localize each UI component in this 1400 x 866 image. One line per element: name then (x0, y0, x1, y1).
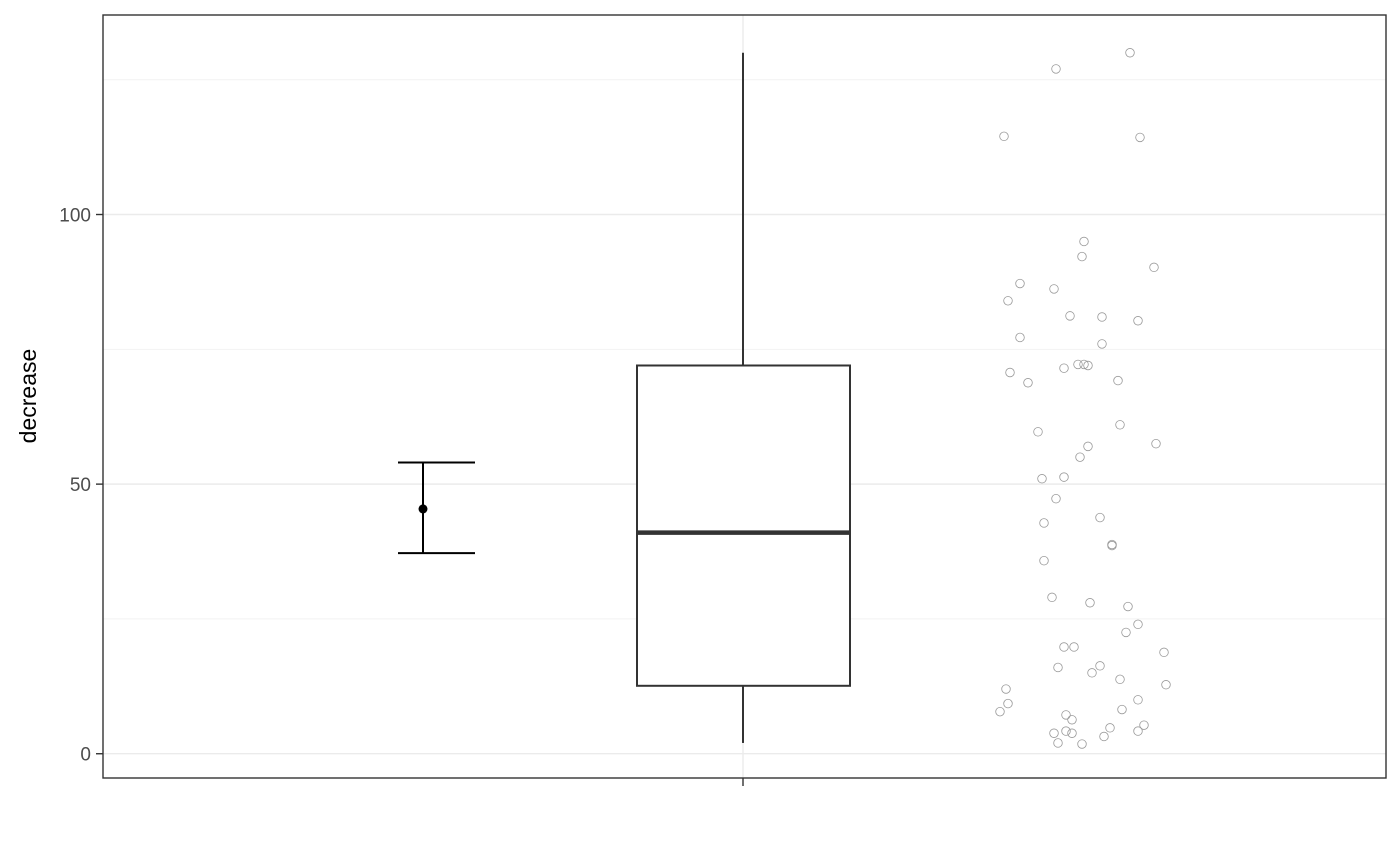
data-point (1095, 512, 1105, 523)
data-point (995, 706, 1005, 717)
jitter-points (995, 48, 1171, 749)
data-point (1099, 731, 1109, 742)
y-axis-title: decrease (15, 349, 41, 444)
data-point (1059, 363, 1069, 373)
data-point (1107, 540, 1117, 551)
data-point (1133, 695, 1143, 705)
data-point (1133, 316, 1143, 326)
data-point (1001, 684, 1011, 694)
data-point (1003, 698, 1013, 709)
data-point (999, 131, 1009, 142)
data-point (1077, 739, 1087, 749)
data-point (1095, 661, 1105, 671)
data-point (1059, 472, 1069, 482)
data-point (1073, 359, 1083, 370)
data-point (1135, 132, 1145, 143)
y-tick-label: 0 (80, 745, 91, 766)
mean-point (418, 504, 428, 514)
y-axis: 0 50 100 (59, 206, 103, 766)
data-point (1037, 474, 1047, 484)
data-point (1115, 420, 1125, 430)
data-point (1047, 592, 1057, 603)
data-point (1079, 236, 1089, 247)
data-point (1059, 642, 1069, 652)
data-point (1139, 720, 1149, 730)
data-point (1125, 48, 1135, 58)
data-point (1039, 555, 1049, 566)
data-point (1133, 619, 1143, 630)
data-point (1085, 598, 1095, 608)
data-point (1087, 668, 1097, 678)
data-point (1061, 710, 1071, 720)
data-point (1051, 493, 1061, 504)
data-point (1115, 674, 1125, 685)
data-point (1113, 375, 1123, 386)
data-point (1159, 647, 1169, 658)
data-point (1083, 441, 1093, 452)
data-point (1005, 367, 1015, 378)
boxplot (636, 52, 851, 743)
data-point (1049, 728, 1059, 738)
data-point (1015, 332, 1025, 343)
data-point (1003, 296, 1013, 306)
data-point (1097, 312, 1107, 322)
data-point (1075, 452, 1085, 462)
data-point (1083, 360, 1093, 371)
data-point (1065, 311, 1075, 321)
data-point (1133, 726, 1143, 736)
data-point (1151, 438, 1161, 449)
plot-frame (102, 14, 1387, 779)
data-point (1097, 339, 1107, 349)
data-point (1067, 728, 1077, 738)
data-point (1039, 518, 1049, 528)
data-point (1069, 642, 1079, 652)
y-tick-label: 50 (70, 475, 91, 496)
data-point (1033, 427, 1043, 437)
data-point (1117, 704, 1127, 715)
data-point (1049, 284, 1059, 294)
data-point (1067, 715, 1077, 725)
data-point (1023, 378, 1033, 388)
data-point (1051, 64, 1061, 74)
data-point (1105, 723, 1115, 733)
mean-errorbar (398, 461, 475, 555)
box-iqr (636, 364, 851, 687)
data-point (1123, 601, 1133, 612)
data-point (1149, 262, 1159, 273)
data-point (1061, 726, 1071, 736)
data-point (1077, 251, 1087, 262)
data-point (1121, 627, 1131, 638)
y-tick-label: 100 (59, 206, 91, 227)
data-point (1015, 278, 1025, 289)
data-point (1161, 680, 1171, 690)
data-point (1053, 662, 1063, 673)
data-point (1053, 738, 1063, 748)
data-point (1079, 359, 1089, 370)
